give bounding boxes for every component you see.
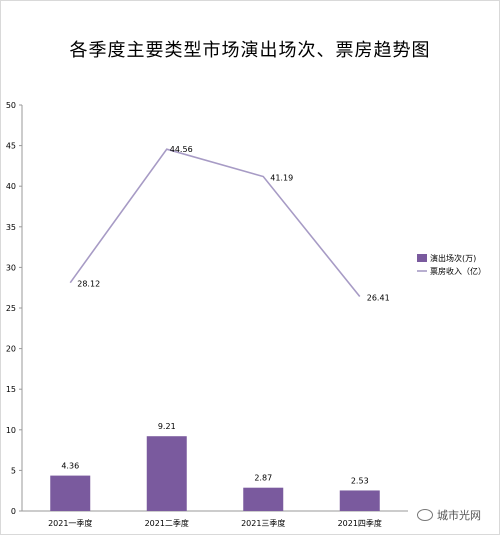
- x-tick-label: 2021二季度: [145, 518, 189, 528]
- y-tick-label: 40: [6, 182, 16, 191]
- watermark-text: 城市光网: [437, 509, 481, 522]
- line-data-label: 41.19: [270, 174, 293, 183]
- y-tick-label: 35: [6, 223, 16, 232]
- bar-data-label: 4.36: [61, 462, 79, 471]
- y-tick-label: 50: [6, 101, 16, 110]
- chart-title: 各季度主要类型市场演出场次、票房趋势图: [69, 40, 431, 61]
- y-tick-label: 5: [11, 466, 16, 475]
- line-data-label: 26.41: [367, 294, 390, 303]
- bar: [146, 436, 187, 511]
- x-tick-label: 2021三季度: [241, 518, 285, 528]
- legend-swatch-bar: [417, 254, 427, 262]
- line-data-label: 44.56: [170, 145, 193, 154]
- legend-label-bar: 演出场次(万): [430, 253, 476, 263]
- bar-data-label: 2.53: [351, 476, 369, 485]
- bar: [243, 487, 284, 511]
- line-series: [69, 148, 361, 298]
- bar: [50, 475, 91, 511]
- y-tick-label: 30: [6, 263, 16, 272]
- x-tick-label: 2021四季度: [338, 518, 382, 528]
- y-tick-label: 20: [6, 345, 16, 354]
- bar-data-label: 9.21: [158, 422, 176, 431]
- legend-label-line: 票房收入（亿）: [430, 266, 486, 276]
- y-tick-label: 0: [11, 507, 16, 516]
- bar-data-label: 2.87: [254, 474, 272, 483]
- x-tick-label: 2021一季度: [48, 518, 92, 528]
- y-tick-label: 15: [6, 385, 16, 394]
- watermark: 城市光网: [417, 507, 481, 523]
- y-tick-label: 45: [6, 142, 16, 151]
- y-tick-label: 25: [6, 304, 16, 313]
- y-tick-label: 10: [6, 426, 16, 435]
- wechat-icon: [417, 509, 433, 521]
- line-data-label: 28.12: [77, 280, 100, 289]
- bar: [339, 490, 380, 511]
